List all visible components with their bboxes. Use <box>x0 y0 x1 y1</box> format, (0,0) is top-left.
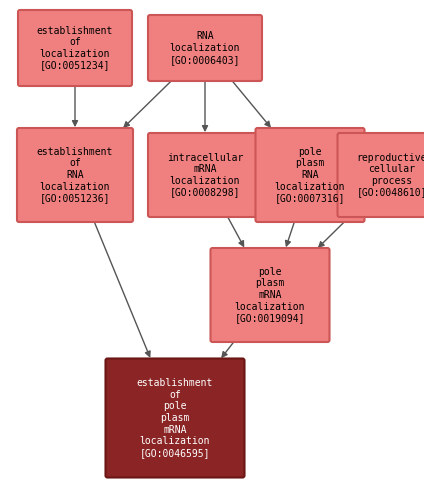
FancyBboxPatch shape <box>18 10 132 86</box>
FancyBboxPatch shape <box>17 128 133 222</box>
FancyBboxPatch shape <box>210 248 329 342</box>
Text: establishment
of
localization
[GO:0051234]: establishment of localization [GO:005123… <box>37 26 113 70</box>
Text: intracellular
mRNA
localization
[GO:0008298]: intracellular mRNA localization [GO:0008… <box>167 153 243 198</box>
Text: pole
plasm
RNA
localization
[GO:0007316]: pole plasm RNA localization [GO:0007316] <box>275 147 345 203</box>
Text: RNA
localization
[GO:0006403]: RNA localization [GO:0006403] <box>170 31 240 65</box>
Text: reproductive
cellular
process
[GO:0048610]: reproductive cellular process [GO:004861… <box>357 153 424 198</box>
Text: establishment
of
RNA
localization
[GO:0051236]: establishment of RNA localization [GO:00… <box>37 147 113 203</box>
Text: establishment
of
pole
plasm
mRNA
localization
[GO:0046595]: establishment of pole plasm mRNA localiz… <box>137 378 213 458</box>
FancyBboxPatch shape <box>148 15 262 81</box>
FancyBboxPatch shape <box>106 359 245 478</box>
FancyBboxPatch shape <box>338 133 424 217</box>
FancyBboxPatch shape <box>148 133 262 217</box>
FancyBboxPatch shape <box>256 128 365 222</box>
Text: pole
plasm
mRNA
localization
[GO:0019094]: pole plasm mRNA localization [GO:0019094… <box>235 267 305 323</box>
